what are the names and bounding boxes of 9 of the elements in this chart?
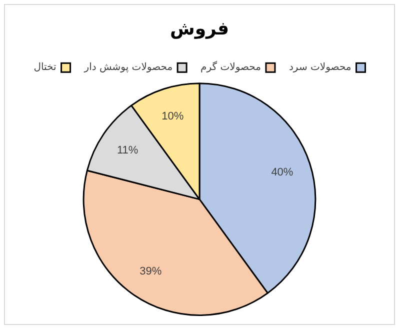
data-label: 10% — [162, 110, 184, 123]
data-label: 11% — [116, 144, 138, 156]
data-label: 40% — [271, 166, 294, 178]
chart-title: فروش — [170, 18, 230, 40]
legend-label: محصولات سرد — [288, 62, 352, 74]
data-label: 39% — [140, 265, 162, 278]
legend-label: محصولات پوشش دار — [83, 62, 173, 74]
legend-label: تختال — [34, 62, 57, 74]
legend-label: محصولات گرم — [200, 61, 261, 74]
